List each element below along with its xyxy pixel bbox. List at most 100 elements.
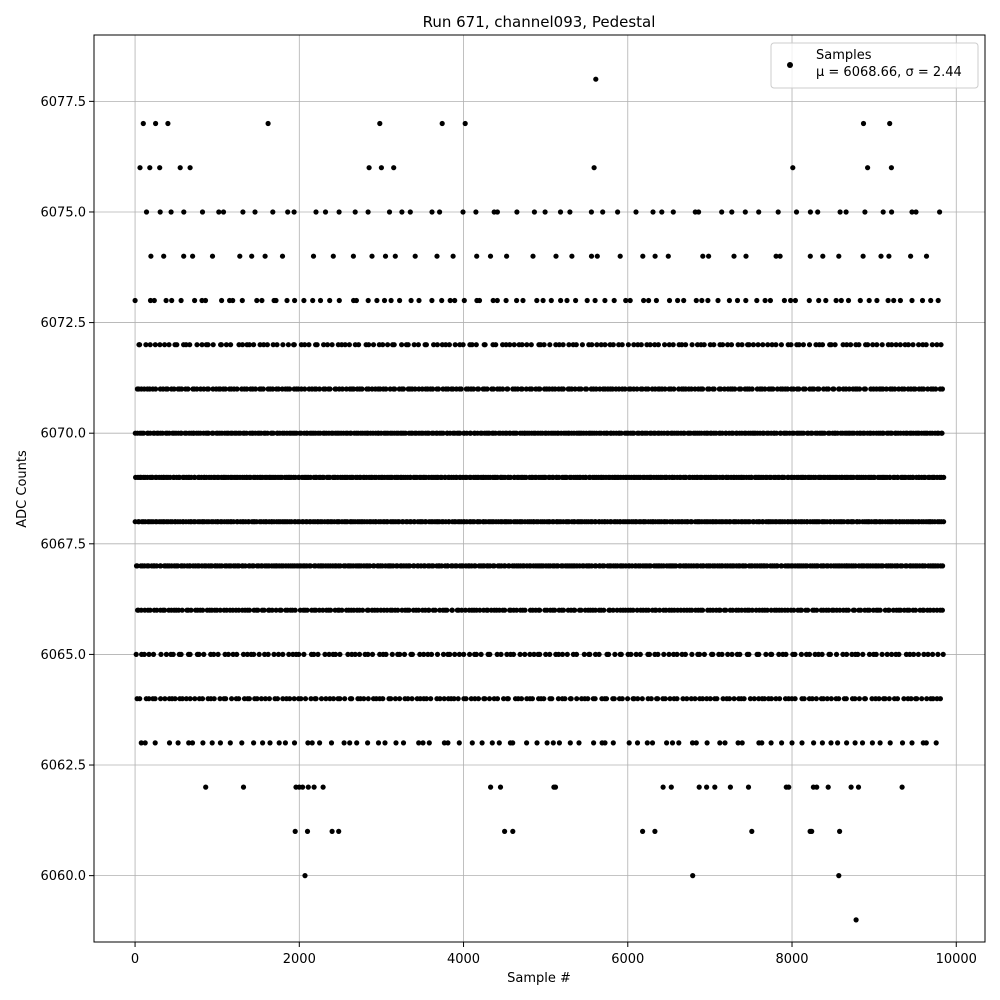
data-point bbox=[274, 696, 281, 702]
data-point bbox=[473, 209, 479, 215]
data-point bbox=[889, 342, 895, 348]
data-point bbox=[196, 651, 202, 658]
data-point bbox=[296, 651, 302, 658]
data-point bbox=[490, 386, 496, 392]
data-point bbox=[845, 297, 852, 304]
data-point bbox=[836, 253, 842, 259]
data-point bbox=[635, 696, 641, 702]
data-point bbox=[524, 342, 530, 348]
data-point bbox=[719, 209, 725, 215]
data-point bbox=[700, 607, 706, 613]
data-point bbox=[151, 297, 157, 304]
data-point bbox=[254, 696, 260, 702]
data-point bbox=[142, 740, 148, 746]
data-point bbox=[339, 386, 345, 392]
data-point bbox=[392, 386, 398, 392]
data-point bbox=[246, 696, 252, 702]
data-point bbox=[689, 740, 696, 746]
data-point bbox=[416, 607, 422, 613]
data-point bbox=[935, 297, 941, 304]
data-point bbox=[684, 696, 690, 702]
data-point bbox=[901, 696, 907, 702]
data-point bbox=[712, 784, 718, 790]
data-point bbox=[514, 607, 520, 613]
data-point bbox=[469, 342, 475, 348]
data-point bbox=[591, 165, 597, 171]
data-point bbox=[318, 696, 325, 702]
data-point bbox=[767, 297, 774, 304]
data-point bbox=[840, 342, 846, 348]
data-point bbox=[652, 253, 658, 259]
data-point bbox=[912, 607, 919, 613]
data-point bbox=[236, 607, 242, 613]
data-point bbox=[560, 342, 566, 348]
data-point bbox=[879, 651, 885, 658]
data-point bbox=[378, 165, 384, 171]
data-point bbox=[813, 696, 820, 702]
data-point bbox=[860, 651, 866, 658]
data-point bbox=[805, 607, 811, 613]
data-point bbox=[311, 651, 317, 658]
data-point bbox=[576, 740, 582, 746]
data-point bbox=[520, 297, 526, 304]
data-point bbox=[775, 209, 781, 215]
data-point bbox=[485, 607, 491, 613]
data-point bbox=[342, 696, 348, 702]
data-point bbox=[681, 297, 687, 304]
data-point bbox=[327, 297, 333, 304]
data-point bbox=[619, 696, 625, 702]
data-point bbox=[596, 651, 602, 658]
data-point bbox=[534, 297, 540, 304]
data-point bbox=[630, 607, 636, 613]
data-point bbox=[230, 297, 236, 304]
data-point bbox=[937, 696, 944, 702]
data-point bbox=[380, 696, 386, 702]
data-point bbox=[657, 607, 663, 613]
data-point bbox=[449, 607, 455, 613]
data-point bbox=[354, 740, 360, 746]
data-point bbox=[848, 784, 854, 790]
data-point bbox=[552, 784, 559, 790]
data-point bbox=[304, 607, 310, 613]
data-point bbox=[496, 740, 502, 746]
data-point bbox=[675, 297, 681, 304]
data-point bbox=[302, 386, 308, 392]
data-point bbox=[666, 297, 673, 304]
data-point bbox=[461, 297, 467, 304]
y-tick-label: 6067.5 bbox=[41, 537, 87, 552]
data-point bbox=[246, 342, 252, 348]
data-point bbox=[937, 209, 943, 215]
data-point bbox=[806, 342, 813, 348]
data-point bbox=[802, 386, 808, 392]
data-point bbox=[773, 430, 780, 436]
data-point bbox=[814, 607, 820, 613]
data-point bbox=[266, 696, 272, 702]
data-point bbox=[833, 651, 840, 658]
data-point bbox=[792, 696, 798, 702]
data-point bbox=[239, 740, 245, 746]
data-point bbox=[762, 386, 768, 392]
data-point bbox=[572, 607, 578, 613]
data-point bbox=[426, 740, 432, 746]
data-point bbox=[887, 120, 893, 127]
data-point bbox=[659, 209, 665, 215]
data-point bbox=[828, 342, 834, 348]
data-point bbox=[628, 651, 634, 658]
data-point bbox=[211, 651, 217, 658]
data-point bbox=[921, 607, 927, 613]
data-point bbox=[939, 430, 945, 436]
data-point bbox=[934, 342, 940, 348]
data-point bbox=[476, 386, 482, 392]
data-point bbox=[729, 209, 735, 215]
data-point bbox=[444, 607, 450, 613]
legend: Samples μ = 6068.66, σ = 2.44 bbox=[770, 42, 979, 89]
data-point bbox=[382, 740, 388, 746]
data-point bbox=[359, 386, 365, 392]
data-point bbox=[199, 342, 205, 348]
data-point bbox=[749, 607, 755, 613]
data-point bbox=[729, 651, 735, 658]
data-point bbox=[779, 563, 785, 569]
y-tick-label: 6077.5 bbox=[41, 95, 87, 110]
data-point bbox=[502, 828, 508, 835]
data-point bbox=[301, 297, 307, 304]
